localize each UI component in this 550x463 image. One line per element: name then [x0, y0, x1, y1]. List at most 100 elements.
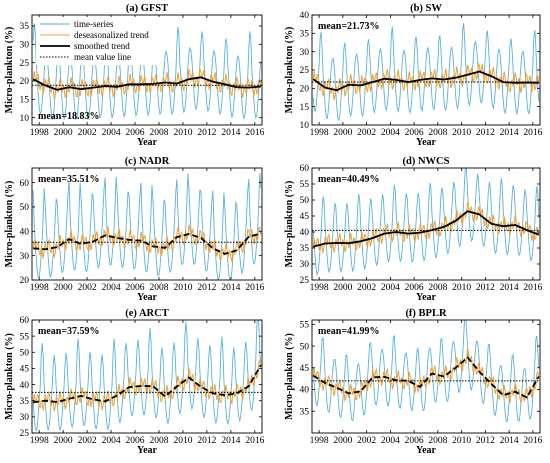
x-tick-label: 2008: [149, 436, 168, 446]
y-tick-label: 30: [300, 48, 310, 58]
x-tick-label: 2004: [381, 283, 400, 293]
x-tick-label: 2004: [102, 283, 121, 293]
panel-f: (f) BPLR 35 40 45 50 55 1998 2000 2002 2004 2006 20…: [284, 308, 543, 456]
x-tick-label: 2000: [54, 283, 73, 293]
y-tick-label: 55: [300, 321, 310, 331]
x-tick-label: 2012: [476, 283, 495, 293]
panel-title: (a) GFST: [126, 3, 168, 14]
x-tick-label: 2002: [78, 128, 97, 138]
y-tick-label: 20: [20, 77, 30, 87]
mean-label: mean=37.59%: [38, 326, 100, 337]
plot-frame: [311, 167, 541, 281]
y-tick-label: 40: [300, 386, 310, 396]
x-tick-label: 2016: [523, 128, 542, 138]
series-time-series-line: [312, 22, 540, 122]
x-axis-label: Year: [416, 445, 437, 456]
y-axis-label: Micro-plankton (%): [284, 27, 295, 114]
x-tick-label: 2010: [452, 128, 471, 138]
x-tick-label: 2006: [405, 128, 424, 138]
legend-label: deseasonalized trend: [74, 30, 149, 40]
panel-c: (c) NADR 20 30 40 50 60 1998 2000 2002 2004 2006 20…: [4, 156, 265, 303]
y-tick-label: 10: [300, 121, 310, 131]
y-tick-label: 35: [300, 30, 310, 40]
series-time-series-line: [32, 172, 262, 280]
mean-label: mean=21.73%: [318, 21, 380, 32]
x-tick-label: 2008: [428, 436, 447, 446]
x-tick-label: 2014: [221, 283, 240, 293]
y-tick-label: 60: [300, 164, 310, 174]
plot-frame: [31, 167, 263, 281]
x-tick-label: 2010: [452, 436, 471, 446]
x-axis-label: Year: [137, 292, 158, 303]
x-tick-label: 2010: [173, 283, 192, 293]
mean-label: mean=18.83%: [38, 111, 100, 122]
y-tick-label: 60: [20, 316, 30, 326]
plot-frame: [311, 319, 541, 434]
x-tick-label: 2000: [333, 283, 352, 293]
x-tick-label: 2016: [245, 436, 264, 446]
panel-b: (b) SW 10 15 20 25 30 35 40 1998 2000 2002 2004 2006…: [284, 3, 543, 148]
x-tick-label: 2008: [149, 128, 168, 138]
mean-label: mean=40.49%: [318, 174, 380, 185]
y-tick-label: 30: [20, 41, 30, 51]
y-tick-label: 45: [300, 364, 310, 374]
y-tick-label: 25: [20, 59, 30, 69]
series-deseasonalized-line: [32, 67, 262, 100]
x-tick-label: 2004: [381, 128, 400, 138]
x-tick-label: 1998: [30, 128, 49, 138]
x-tick-label: 2006: [126, 436, 145, 446]
x-tick-label: 1998: [30, 436, 49, 446]
panel-title: (f) BPLR: [405, 308, 447, 319]
series-deseasonalized-line: [312, 201, 540, 254]
y-tick-label: 20: [20, 276, 30, 286]
panel-d: (d) NWCS 25 30 35 40 45 50 55 60 1998 2000 2002 2004…: [284, 156, 543, 303]
plot-area: [312, 168, 540, 276]
plot-frame: [31, 14, 263, 126]
x-tick-label: 2016: [245, 283, 264, 293]
x-tick-label: 2010: [173, 436, 192, 446]
y-tick-label: 30: [20, 413, 30, 423]
x-tick-label: 2006: [405, 283, 424, 293]
x-tick-label: 2006: [126, 128, 145, 138]
y-axis-label: Micro-plankton (%): [284, 333, 295, 420]
y-tick-label: 35: [300, 407, 310, 417]
x-tick-label: 2014: [221, 436, 240, 446]
legend-label: mean value line: [74, 52, 131, 62]
y-axis-label: Micro-plankton (%): [4, 181, 15, 268]
x-tick-label: 1998: [310, 436, 329, 446]
x-tick-label: 2016: [245, 128, 264, 138]
x-tick-label: 2004: [102, 436, 121, 446]
plot-area: [312, 320, 540, 423]
series-smoothed-trend-line: [33, 364, 262, 404]
series-smoothed-trend-line: [33, 232, 262, 255]
x-tick-label: 2000: [54, 128, 73, 138]
x-tick-label: 1998: [310, 128, 329, 138]
series-deseasonalized-line: [312, 61, 540, 101]
x-tick-label: 2014: [500, 128, 519, 138]
x-tick-label: 2008: [149, 283, 168, 293]
x-tick-label: 2012: [476, 436, 495, 446]
panel-e: (e) ARCT 25 30 35 40 45 50 55 60 1998 2000 2002 2004…: [4, 308, 265, 456]
x-tick-label: 2014: [500, 436, 519, 446]
x-tick-label: 2012: [476, 128, 495, 138]
y-tick-label: 25: [20, 429, 30, 439]
panel-title: (c) NADR: [125, 156, 170, 167]
x-tick-label: 2002: [357, 283, 376, 293]
y-tick-label: 55: [300, 180, 310, 190]
y-tick-label: 50: [300, 342, 310, 352]
y-tick-label: 15: [300, 103, 310, 113]
plot-area: [312, 22, 540, 122]
x-tick-label: 2010: [173, 128, 192, 138]
x-tick-label: 2006: [405, 436, 424, 446]
x-axis-label: Year: [416, 292, 437, 303]
series-smoothed-trend-line: [32, 76, 261, 91]
x-tick-label: 2014: [221, 128, 240, 138]
x-tick-label: 1998: [30, 283, 49, 293]
y-tick-label: 50: [300, 196, 310, 206]
x-tick-label: 2006: [126, 283, 145, 293]
x-tick-label: 2008: [428, 128, 447, 138]
y-axis-label: Micro-plankton (%): [4, 333, 15, 420]
x-tick-label: 2008: [428, 283, 447, 293]
panel-a: (a) GFST 10 15 20 25 30 35 1998 2000 2002 2004 2006…: [4, 3, 265, 148]
